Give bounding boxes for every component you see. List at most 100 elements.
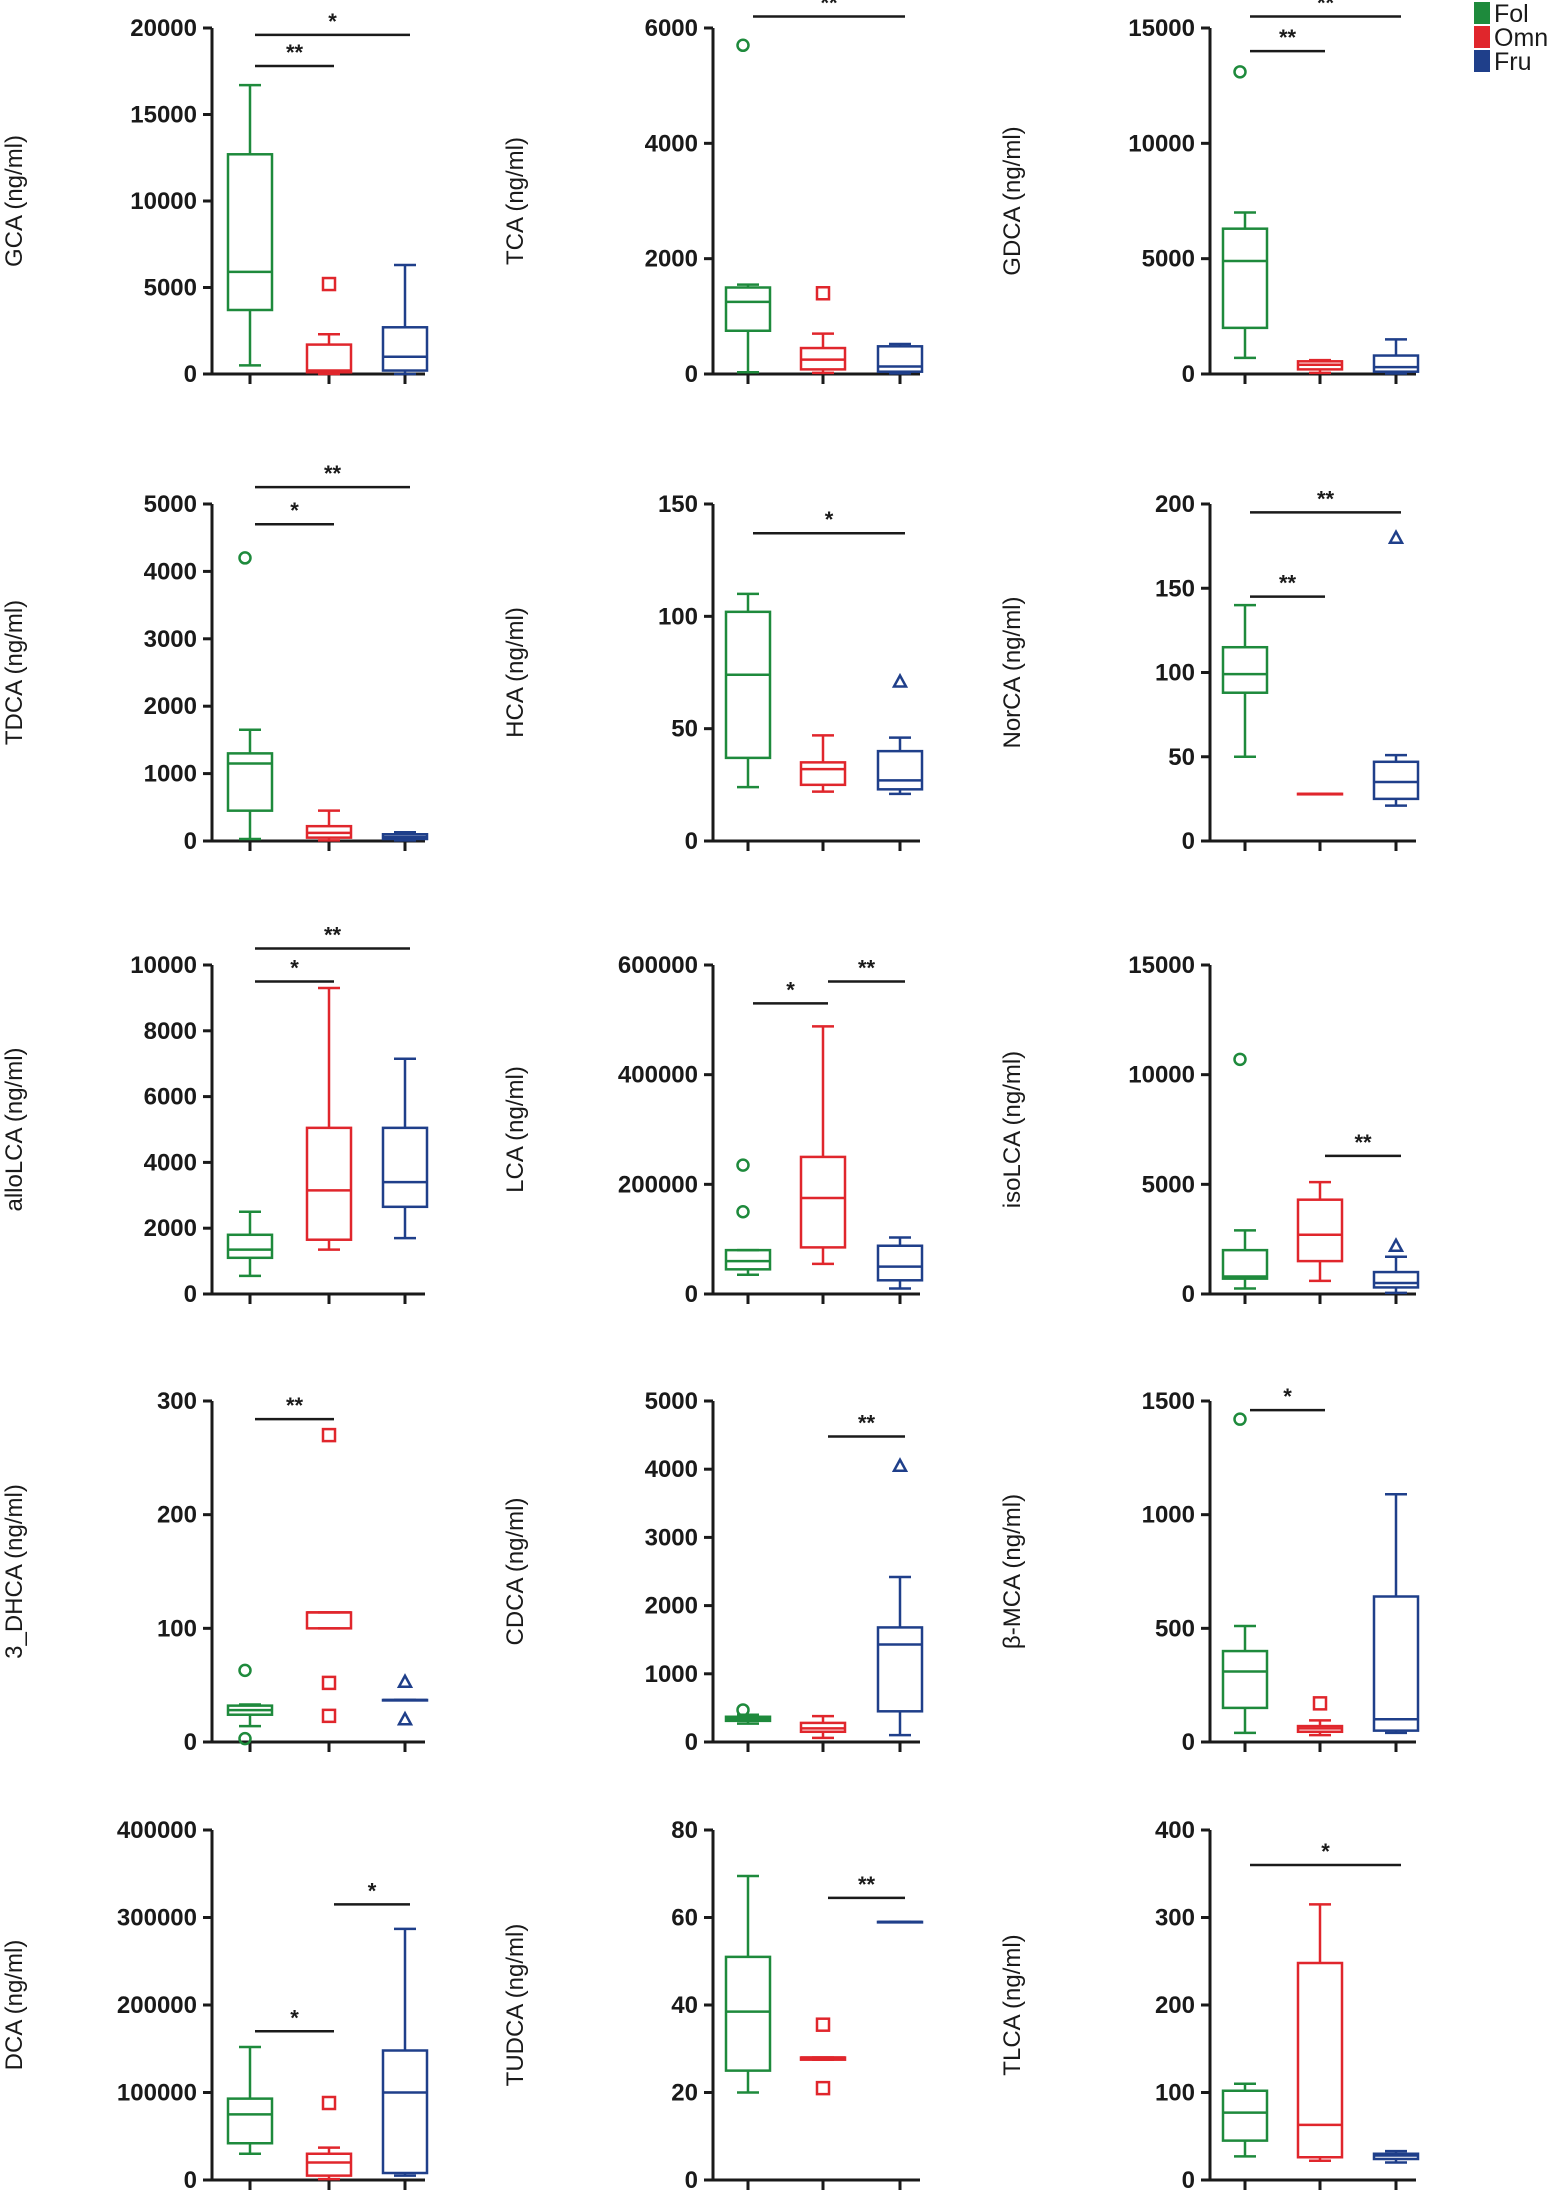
significance-label: ** (1354, 1130, 1372, 1155)
significance-label: * (1321, 1839, 1330, 1864)
y-tick-label: 200000 (618, 1171, 698, 1198)
box-fru (381, 830, 429, 842)
box-iqr (1372, 1595, 1420, 1732)
significance-label: ** (324, 923, 342, 948)
box-omn (305, 986, 353, 1251)
y-axis-label: GCA (ng/ml) (1, 135, 28, 267)
outlier-point (1387, 529, 1405, 544)
legend-swatch-omn (1474, 26, 1490, 48)
y-tick-label: 5000 (1142, 1171, 1195, 1198)
y-axis-label: β-MCA (ng/ml) (999, 1494, 1026, 1649)
y-tick-label: 40 (671, 1992, 698, 2019)
outlier-point (321, 1675, 337, 1691)
box-fru (876, 1920, 924, 1924)
legend-label-fru: Fru (1494, 48, 1532, 76)
box-iqr (876, 1244, 924, 1282)
box-fru (1372, 1492, 1420, 1735)
significance-label: ** (1317, 0, 1335, 15)
y-tick-label: 5000 (144, 275, 197, 302)
box-fol (724, 1874, 772, 2094)
significance-label: * (290, 498, 299, 523)
y-axis-label: LCA (ng/ml) (502, 1066, 529, 1193)
box-fru (876, 672, 924, 796)
box-iqr (799, 761, 847, 787)
y-tick-label: 20000 (130, 15, 197, 42)
box-iqr (381, 2049, 429, 2175)
box-iqr (226, 752, 274, 812)
significance-label: * (368, 1878, 377, 1903)
y-tick-label: 1500 (1142, 1388, 1195, 1415)
box-iqr (876, 345, 924, 373)
box-omn (305, 809, 353, 842)
box-iqr (876, 749, 924, 791)
outlier-point (1312, 1696, 1328, 1711)
y-tick-label: 200 (1155, 491, 1195, 518)
box-fol (1221, 1412, 1269, 1735)
y-tick-label: 2000 (645, 246, 698, 273)
box-iqr (1221, 1248, 1269, 1280)
box-iqr (381, 1126, 429, 1209)
y-axis-label: alloLCA (ng/ml) (1, 1047, 28, 1211)
y-tick-label: 2000 (645, 1593, 698, 1620)
significance-label: ** (1279, 25, 1297, 50)
box-fru (876, 1457, 924, 1737)
significance-label: ** (1317, 486, 1335, 511)
box-omn (1296, 792, 1344, 796)
box-iqr (226, 1233, 274, 1260)
y-tick-label: 100 (157, 1615, 197, 1642)
y-axis-label: TUDCA (ng/ml) (502, 1924, 529, 2087)
box-omn (799, 1025, 847, 1266)
box-fru (381, 1673, 429, 1726)
y-tick-label: 6000 (144, 1084, 197, 1111)
outlier-point (736, 1205, 750, 1219)
chart-panel-cdca: 0 1000 2000 3000 4000 5000 CDCA (ng/ml) ** (502, 1388, 924, 1756)
y-axis-label: isoLCA (ng/ml) (999, 1051, 1026, 1208)
box-fru (876, 1236, 924, 1290)
box-iqr (1372, 354, 1420, 373)
y-tick-label: 5000 (1142, 246, 1195, 273)
legend-swatch-fru (1474, 50, 1490, 72)
y-axis-label: NorCA (ng/ml) (999, 596, 1026, 748)
significance-label: * (1283, 1384, 1292, 1409)
outlier-point (238, 1731, 252, 1746)
y-tick-label: 10000 (130, 952, 197, 979)
y-tick-label: 10000 (1128, 1062, 1195, 1089)
outlier-point (891, 1457, 909, 1473)
box-fol (226, 551, 274, 841)
y-tick-label: 150 (1155, 575, 1195, 602)
outlier-point (891, 672, 909, 688)
outlier-point (1233, 1052, 1247, 1067)
significance-label: * (290, 2005, 299, 2030)
y-tick-label: 150 (658, 491, 698, 518)
significance-label: ** (286, 40, 304, 65)
box-omn (1296, 358, 1344, 375)
box-fol (1221, 603, 1269, 758)
y-tick-label: 500 (1155, 1615, 1195, 1642)
legend-swatch-fol (1474, 2, 1490, 24)
y-tick-label: 2000 (144, 693, 197, 720)
outlier-point (815, 2080, 831, 2096)
y-tick-label: 0 (184, 1729, 197, 1756)
chart-panel-tudca: 0 20 40 60 80 TUDCA (ng/ml) ** (502, 1817, 924, 2194)
outlier-point (321, 2095, 337, 2111)
box-fol (226, 2045, 274, 2155)
outlier-point (396, 1673, 414, 1689)
y-axis-label: TDCA (ng/ml) (1, 600, 28, 745)
y-tick-label: 1000 (1142, 1502, 1195, 1529)
y-tick-label: 200 (1155, 1992, 1195, 2019)
significance-label: ** (820, 0, 838, 15)
y-tick-label: 4000 (144, 1149, 197, 1176)
box-fol (724, 38, 772, 374)
chart-panel-mca: 0 500 1000 1500 β-MCA (ng/ml) * (999, 1384, 1420, 1756)
significance-label: ** (1279, 571, 1297, 596)
box-fol (724, 592, 772, 789)
significance-label: * (290, 955, 299, 980)
box-fol (1221, 65, 1269, 360)
legend-label-omn: Omn (1494, 24, 1548, 52)
outlier-point (815, 286, 831, 301)
box-fru (1372, 338, 1420, 375)
box-iqr (1372, 1270, 1420, 1289)
box-omn (1296, 1180, 1344, 1283)
